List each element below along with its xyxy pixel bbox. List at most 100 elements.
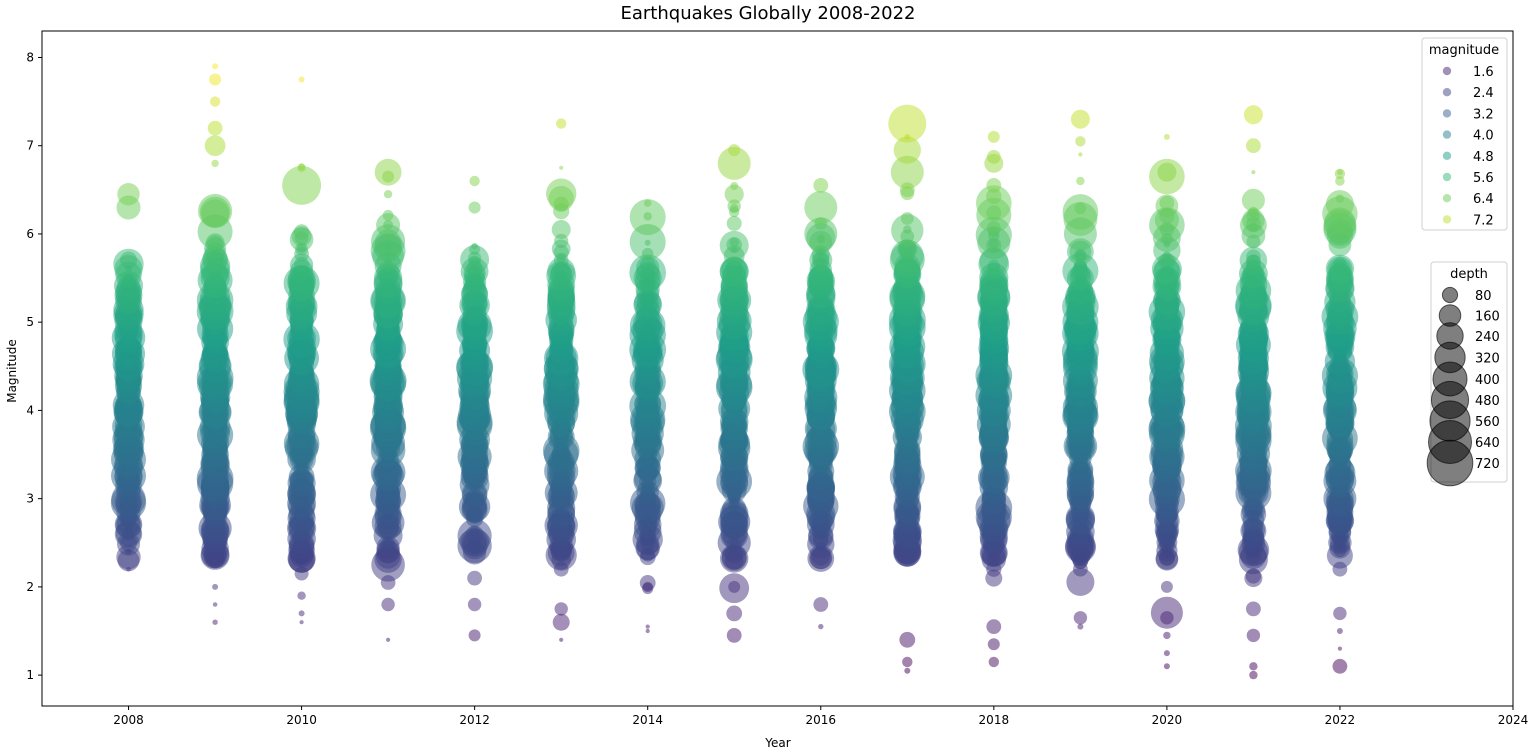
earthquake-point xyxy=(551,220,571,239)
earthquake-point xyxy=(730,182,739,190)
earthquake-point xyxy=(1337,646,1342,651)
earthquake-point xyxy=(1249,662,1258,671)
y-tick-label: 6 xyxy=(26,227,34,241)
depth-legend-label: 80 xyxy=(1475,289,1492,304)
x-tick-label: 2018 xyxy=(979,713,1010,727)
earthquake-point xyxy=(888,104,927,143)
earthquake-point xyxy=(903,225,912,234)
earthquake-point xyxy=(904,667,911,674)
earthquake-point xyxy=(726,628,742,643)
earthquake-point xyxy=(559,637,564,642)
magnitude-legend-label: 4.8 xyxy=(1473,150,1494,165)
earthquake-point xyxy=(728,144,741,157)
earthquake-point xyxy=(374,158,402,186)
earthquake-point xyxy=(198,193,233,229)
depth-legend-marker xyxy=(1441,286,1459,304)
earthquake-point xyxy=(556,118,567,129)
earthquake-point xyxy=(644,199,652,207)
magnitude-legend-marker xyxy=(1442,194,1452,203)
x-axis-label: Year xyxy=(764,736,790,750)
earthquake-point xyxy=(729,237,739,247)
earthquake-point xyxy=(383,219,393,230)
depth-legend-marker xyxy=(1426,439,1474,487)
x-tick-label: 2022 xyxy=(1325,713,1356,727)
earthquake-point xyxy=(813,597,829,612)
earthquake-point xyxy=(298,163,305,171)
y-tick-label: 7 xyxy=(26,139,34,153)
magnitude-legend-label: 5.6 xyxy=(1473,171,1494,186)
x-tick-label: 2010 xyxy=(286,713,317,727)
magnitude-legend-marker xyxy=(1442,215,1452,224)
earthquake-point xyxy=(1074,202,1087,215)
earthquake-point xyxy=(468,629,481,642)
earthquake-point xyxy=(559,165,564,170)
magnitude-legend-box xyxy=(1421,37,1508,231)
earthquake-point xyxy=(728,580,741,593)
earthquake-point xyxy=(381,597,395,612)
magnitude-legend: magnitude 1.62.43.24.04.85.66.47.2 xyxy=(1421,37,1508,231)
magnitude-legend-marker xyxy=(1442,130,1452,139)
earthquake-point xyxy=(1075,136,1086,147)
earthquake-point xyxy=(726,215,742,231)
y-tick-label: 8 xyxy=(26,50,34,64)
earthquake-point xyxy=(1246,628,1261,643)
earthquake-point xyxy=(899,631,916,648)
earthquake-point xyxy=(468,525,481,538)
earthquake-point xyxy=(986,178,1002,193)
magnitude-legend-label: 3.2 xyxy=(1473,107,1494,122)
x-axis: 2008 2010 2012 2014 2016 2018 2020 2022 2024 xyxy=(113,706,1528,727)
depth-legend-label: 400 xyxy=(1475,373,1500,388)
earthquake-point xyxy=(1251,170,1256,175)
depth-legend-label: 640 xyxy=(1475,436,1500,451)
x-tick-label: 2020 xyxy=(1152,713,1183,727)
earthquake-point xyxy=(902,656,913,668)
magnitude-legend-marker xyxy=(1442,88,1452,97)
x-tick-label: 2012 xyxy=(459,713,490,727)
earthquake-point xyxy=(1160,580,1173,593)
depth-legend-title: depth xyxy=(1450,267,1488,282)
earthquake-point xyxy=(212,63,219,70)
earthquake-point xyxy=(467,597,482,612)
earthquake-point xyxy=(204,135,226,157)
earthquake-point xyxy=(987,638,1000,651)
y-tick-label: 2 xyxy=(26,580,34,594)
magnitude-legend-label: 2.4 xyxy=(1473,86,1494,101)
magnitude-legend-marker xyxy=(1442,109,1452,118)
earthquake-point xyxy=(554,602,568,616)
earthquake-point xyxy=(212,602,218,607)
earthquake-point xyxy=(988,656,999,668)
earthquake-point xyxy=(1076,176,1085,186)
depth-legend-label: 320 xyxy=(1475,352,1500,367)
earthquake-point xyxy=(386,637,391,642)
earthquake-point xyxy=(986,150,1001,164)
depth-legend-label: 720 xyxy=(1475,457,1500,472)
earthquake-point xyxy=(1325,190,1354,219)
earthquake-point xyxy=(900,212,914,225)
earthquake-point xyxy=(212,583,219,590)
earthquake-point xyxy=(1163,133,1170,140)
earthquake-point xyxy=(813,178,829,193)
earthquake-point xyxy=(298,610,305,617)
earthquake-point xyxy=(1157,162,1177,182)
magnitude-legend-marker xyxy=(1442,172,1452,182)
magnitude-legend-label: 6.4 xyxy=(1473,192,1494,207)
magnitude-legend-marker xyxy=(1442,66,1452,76)
depth-legend-label: 240 xyxy=(1475,330,1500,345)
earthquake-point xyxy=(299,620,304,625)
earthquake-point xyxy=(986,619,1002,634)
x-tick-label: 2014 xyxy=(632,713,663,727)
y-axis-label: Magnitude xyxy=(5,339,19,403)
earthquake-point xyxy=(1073,611,1088,625)
earthquake-point xyxy=(209,96,221,107)
earthquake-point xyxy=(469,175,480,187)
earthquake-point xyxy=(1249,670,1258,680)
earthquake-point xyxy=(726,605,743,622)
depth-legend-label: 480 xyxy=(1475,394,1500,409)
earthquake-point xyxy=(1163,650,1170,657)
earthquake-point xyxy=(645,624,650,629)
earthquake-point xyxy=(1241,188,1265,212)
earthquake-point xyxy=(1070,109,1090,129)
y-tick-label: 1 xyxy=(26,668,34,682)
